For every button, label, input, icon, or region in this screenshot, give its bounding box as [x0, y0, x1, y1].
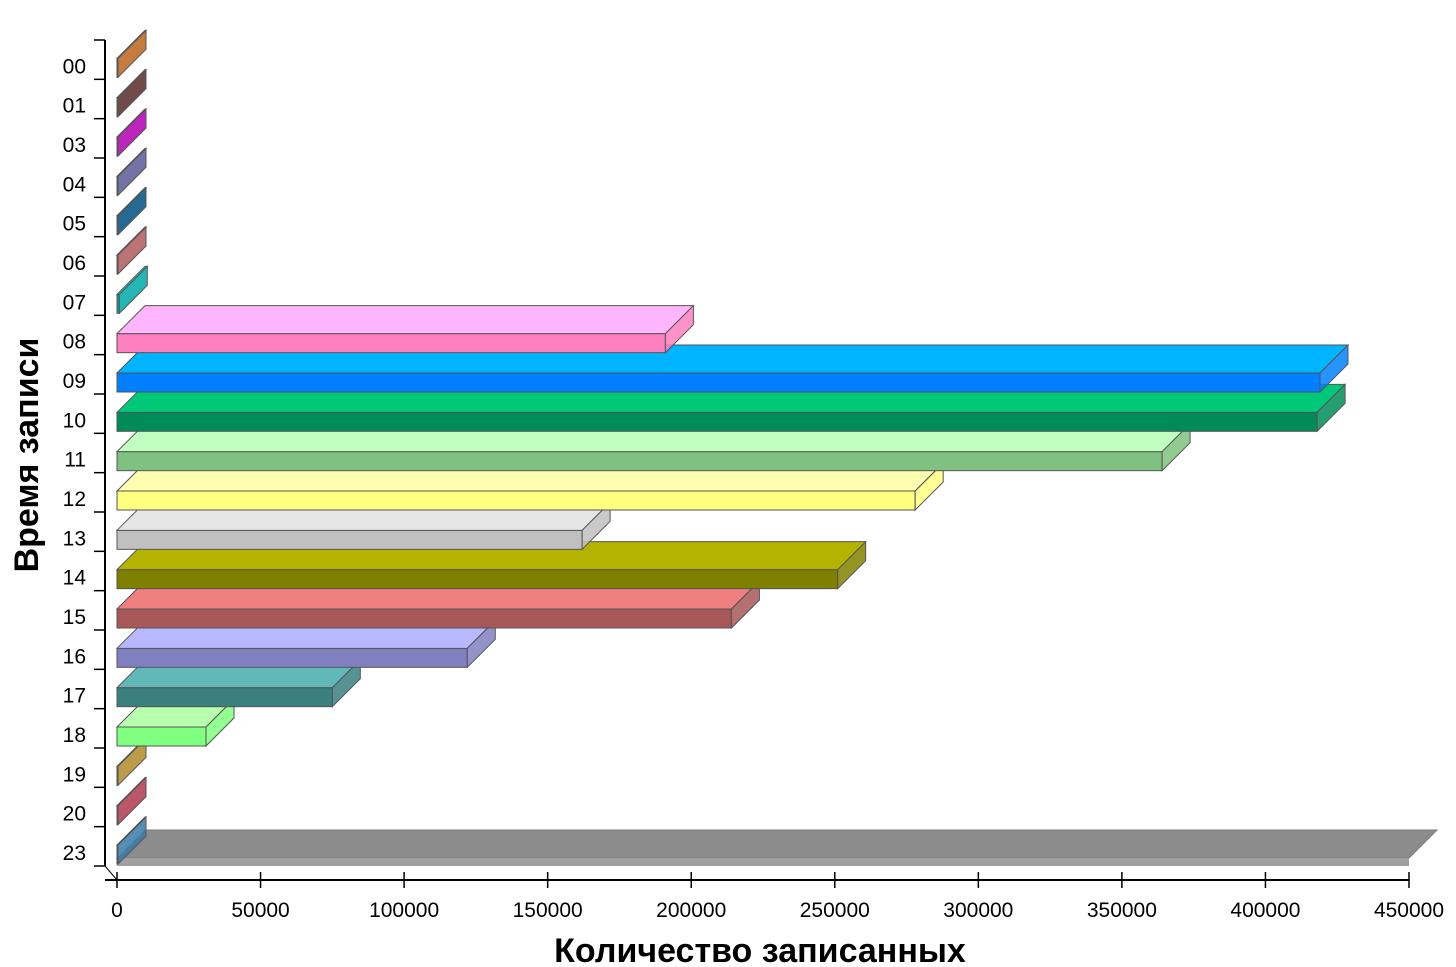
y-tick-label: 01 — [63, 95, 86, 118]
y-tick-label: 05 — [63, 213, 86, 236]
bar-front — [116, 372, 1321, 393]
bar-side — [1161, 422, 1191, 472]
bar-side — [117, 737, 147, 787]
y-tick-label: 16 — [63, 645, 86, 668]
y-tick-label: 08 — [63, 331, 86, 354]
bar-front — [116, 687, 333, 708]
bar-01 — [115, 68, 148, 118]
bar-front — [116, 333, 666, 354]
bar-side — [117, 107, 147, 158]
y-tick-label: 23 — [63, 842, 86, 865]
x-tick-label: 300000 — [943, 899, 1013, 922]
y-tick-label: 06 — [63, 252, 86, 275]
bar-side — [117, 815, 147, 866]
bar-front — [116, 411, 1318, 432]
bar-side — [117, 29, 147, 79]
y-axis-title: Время записи — [8, 338, 46, 573]
bar-side — [664, 304, 694, 354]
y-tick-label: 17 — [63, 685, 86, 708]
bar-side — [117, 147, 147, 197]
bar-04 — [115, 147, 148, 197]
bar-side — [1319, 343, 1349, 394]
y-tick-label: 00 — [63, 55, 86, 78]
axis-corner — [104, 865, 118, 881]
y-tick-label: 04 — [63, 173, 87, 196]
bar-front — [116, 608, 732, 629]
bar-side — [117, 68, 147, 118]
bar-side — [730, 579, 760, 630]
bar-side — [205, 697, 235, 748]
bar-front — [116, 490, 916, 511]
bar-side — [466, 619, 496, 669]
bar-front — [116, 726, 207, 747]
bar-side — [1316, 383, 1346, 433]
chart-bars — [115, 29, 1350, 866]
bar-front — [116, 529, 583, 550]
x-tick-label: 0 — [111, 899, 123, 922]
floor-front — [117, 858, 1409, 866]
bar-top — [115, 305, 695, 335]
y-tick-label: 15 — [63, 606, 86, 629]
y-tick-label: 09 — [63, 370, 86, 393]
bar-23 — [115, 815, 148, 866]
bar-05 — [115, 186, 148, 236]
bar-side — [331, 658, 361, 708]
bar-06 — [115, 225, 148, 276]
y-tick-labels: 00 01 03 04 05 06 07 08 09 10 11 12 13 14 15 16 17 18 19 20… — [63, 55, 87, 865]
bar-08 — [115, 304, 695, 354]
x-tick-label: 200000 — [656, 899, 726, 922]
bar-00 — [115, 29, 148, 79]
bar-side — [914, 461, 944, 512]
y-tick-label: 10 — [63, 409, 86, 432]
bar-03 — [115, 107, 148, 158]
bar-front — [116, 569, 839, 590]
chart-axes — [94, 39, 1410, 888]
bar-07 — [115, 265, 149, 315]
bar-side — [581, 501, 611, 551]
bar-front — [116, 451, 1163, 472]
x-tick-label: 50000 — [231, 899, 289, 922]
bar-front — [116, 647, 468, 668]
bar-side — [118, 265, 148, 315]
y-tick-label: 12 — [63, 488, 86, 511]
bar-side — [117, 776, 147, 826]
y-tick-label: 18 — [63, 724, 86, 747]
x-tick-label: 350000 — [1087, 899, 1157, 922]
y-tick-label: 13 — [63, 527, 86, 550]
x-tick-label: 250000 — [800, 899, 870, 922]
x-tick-label: 150000 — [513, 899, 583, 922]
y-tick-label: 14 — [63, 567, 87, 590]
y-tick-label: 03 — [63, 134, 86, 157]
y-tick-label: 19 — [63, 763, 86, 786]
y-tick-label: 20 — [63, 803, 86, 826]
x-tick-labels: 0 50000 100000 150000 200000 250000 300000 3500… — [111, 899, 1444, 922]
y-tick-label: 07 — [63, 291, 86, 314]
bar-side — [837, 540, 867, 590]
floor-plane — [115, 829, 1439, 859]
bar-20 — [115, 776, 148, 826]
y-tick-label: 11 — [64, 449, 86, 472]
bar-side — [117, 186, 147, 236]
x-tick-label: 400000 — [1230, 899, 1300, 922]
x-axis-title: Количество записанных — [554, 932, 966, 967]
x-tick-label: 450000 — [1374, 899, 1444, 922]
bar-side — [117, 225, 147, 276]
x-tick-label: 100000 — [369, 899, 439, 922]
